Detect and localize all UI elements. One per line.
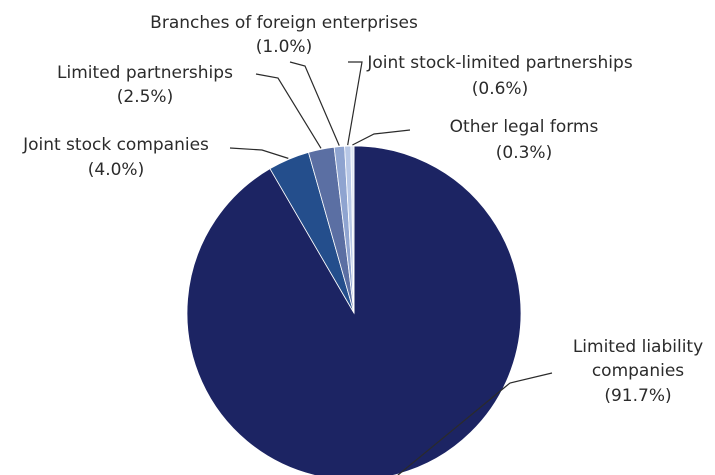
slice-percent-label: (0.3%)	[496, 143, 552, 163]
slice-labels: Limited liability companies (91.7%) Joint s…	[22, 13, 703, 406]
leader-line-other-legal-forms	[352, 129, 411, 146]
pie-slice-other-legal-forms	[350, 145, 355, 314]
leader-lines	[229, 61, 553, 475]
slice-percent-label: (0.6%)	[472, 79, 528, 99]
leader-line-branches-of-foreign-enterprises	[289, 61, 340, 146]
leader-line-limited-liability-companies	[397, 372, 553, 475]
slice-percent-label: (4.0%)	[88, 160, 144, 180]
slice-name-label: Joint stock companies	[22, 135, 209, 155]
slice-percent-label: (2.5%)	[117, 87, 173, 107]
slice-name-label: Limited liability	[573, 337, 703, 357]
slice-name-label: Other legal forms	[450, 117, 599, 137]
slice-percent-label: (1.0%)	[256, 37, 312, 57]
slice-name-label: Limited partnerships	[57, 63, 233, 83]
slice-percent-label: (91.7%)	[604, 386, 671, 406]
slice-name-label: Joint stock-limited partnerships	[366, 53, 633, 73]
pie-slice-limited-liability-companies	[186, 145, 522, 475]
leader-line-joint-stock-companies	[229, 147, 289, 159]
slice-name-label: Branches of foreign enterprises	[150, 13, 418, 33]
leader-line-limited-partnerships	[255, 73, 322, 149]
leader-line-joint-stock-limited-partnerships	[347, 61, 363, 146]
slice-name-label: companies	[592, 361, 684, 381]
pie-slices	[186, 145, 522, 475]
